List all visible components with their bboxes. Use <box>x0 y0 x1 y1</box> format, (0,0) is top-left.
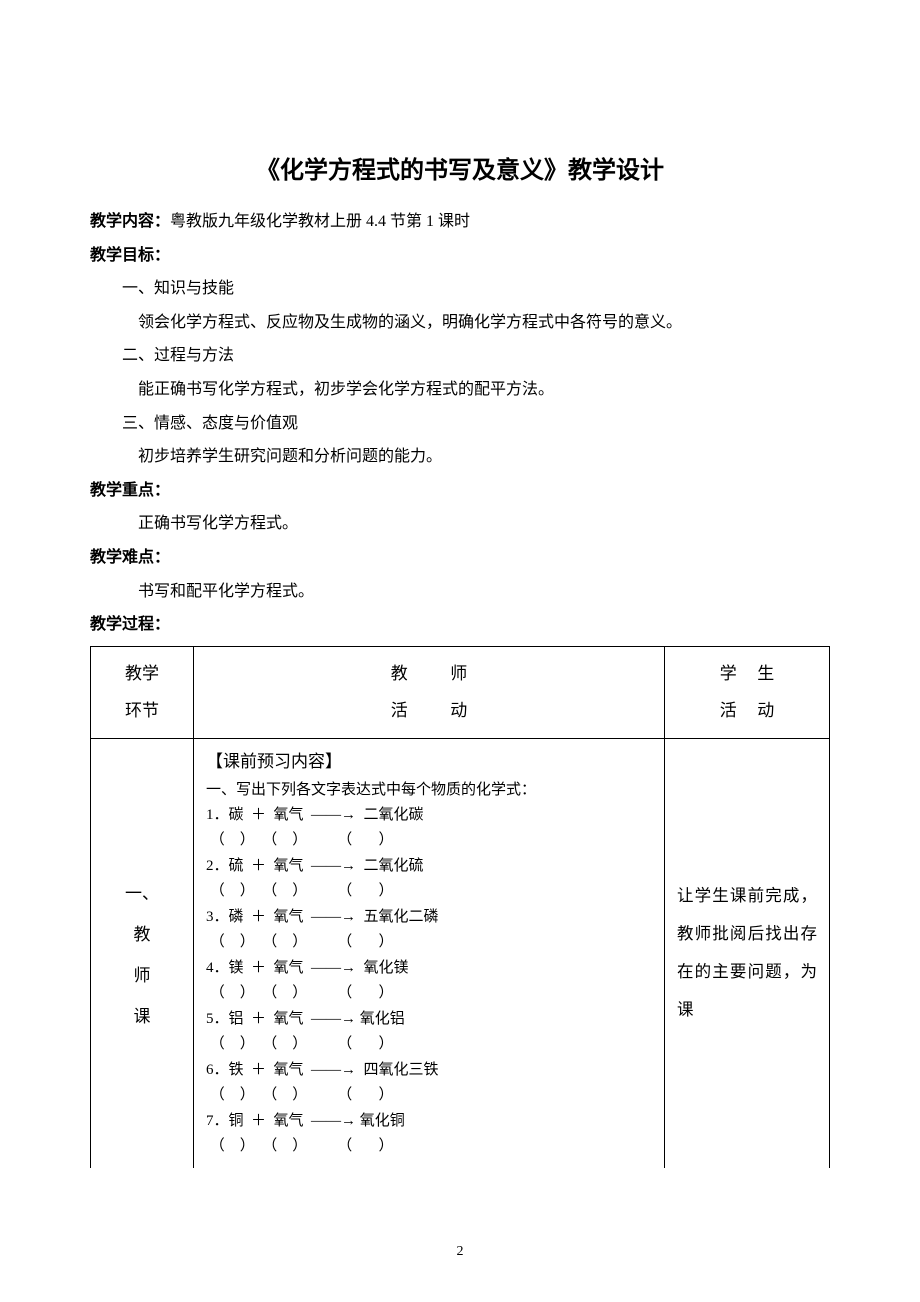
teacher-activity-cell: 【课前预习内容】 一、写出下列各文字表达式中每个物质的化学式： 1．碳 ＋ 氧气… <box>194 738 665 1168</box>
preview-item: 4．镁 ＋ 氧气 ——→ 氧化镁 <box>206 956 652 982</box>
page-number: 2 <box>0 1244 920 1260</box>
difficulty-label: 教学难点： <box>90 541 830 575</box>
preview-item: 2．硫 ＋ 氧气 ——→ 二氧化硫 <box>206 854 652 880</box>
preview-title: 【课前预习内容】 <box>206 747 652 772</box>
preview-item-blanks: （ ） （ ） （ ） <box>206 981 652 1007</box>
content-value: 粤教版九年级化学教材上册 4.4 节第 1 课时 <box>170 213 470 230</box>
header-teacher: 教师 活动 <box>194 646 665 738</box>
goal-3-body: 初步培养学生研究问题和分析问题的能力。 <box>90 440 830 474</box>
content-line: 教学内容：粤教版九年级化学教材上册 4.4 节第 1 课时 <box>90 205 830 239</box>
preview-item-blanks: （ ） （ ） （ ） <box>206 930 652 956</box>
process-label: 教学过程： <box>90 608 830 642</box>
preview-item: 7．铜 ＋ 氧气 ——→ 氧化铜 <box>206 1109 652 1135</box>
header-stage: 教学 环节 <box>91 646 194 738</box>
preview-item: 3．磷 ＋ 氧气 ——→ 五氧化二磷 <box>206 905 652 931</box>
goal-1-heading: 一、知识与技能 <box>90 272 830 306</box>
focus-label: 教学重点： <box>90 474 830 508</box>
preview-subtitle: 一、写出下列各文字表达式中每个物质的化学式： <box>206 778 652 799</box>
focus-body: 正确书写化学方程式。 <box>90 507 830 541</box>
header-student: 学生 活动 <box>665 646 830 738</box>
preview-item-blanks: （ ） （ ） （ ） <box>206 828 652 854</box>
process-table: 教学 环节 教师 活动 学生 活动 一、教师课 【课前预习内容】 一、写出下列各… <box>90 646 830 1168</box>
table-body-row: 一、教师课 【课前预习内容】 一、写出下列各文字表达式中每个物质的化学式： 1．… <box>91 738 830 1168</box>
goal-2-body: 能正确书写化学方程式，初步学会化学方程式的配平方法。 <box>90 373 830 407</box>
preview-item: 1．碳 ＋ 氧气 ——→ 二氧化碳 <box>206 803 652 829</box>
page: 《化学方程式的书写及意义》教学设计 教学内容：粤教版九年级化学教材上册 4.4 … <box>0 0 920 1302</box>
stage-char: 课 <box>134 1002 151 1027</box>
content-label: 教学内容： <box>90 213 170 230</box>
goal-1-body: 领会化学方程式、反应物及生成物的涵义，明确化学方程式中各符号的意义。 <box>90 306 830 340</box>
student-activity-cell: 让学生课前完成，教师批阅后找出存在的主要问题，为课 <box>665 738 830 1168</box>
stage-char: 师 <box>134 961 151 986</box>
preview-item-blanks: （ ） （ ） （ ） <box>206 1032 652 1058</box>
preview-item: 6．铁 ＋ 氧气 ——→ 四氧化三铁 <box>206 1058 652 1084</box>
preview-item-blanks: （ ） （ ） （ ） <box>206 1134 652 1160</box>
goal-label: 教学目标： <box>90 239 830 273</box>
document-title: 《化学方程式的书写及意义》教学设计 <box>90 150 830 185</box>
stage-cell: 一、教师课 <box>91 738 194 1168</box>
stage-char: 一、 <box>125 879 159 904</box>
preview-item-blanks: （ ） （ ） （ ） <box>206 879 652 905</box>
preview-item-blanks: （ ） （ ） （ ） <box>206 1083 652 1109</box>
table-header-row: 教学 环节 教师 活动 学生 活动 <box>91 646 830 738</box>
preview-list: 1．碳 ＋ 氧气 ——→ 二氧化碳 （ ） （ ） （ ）2．硫 ＋ 氧气 ——… <box>206 803 652 1160</box>
preview-item: 5．铝 ＋ 氧气 ——→ 氧化铝 <box>206 1007 652 1033</box>
difficulty-body: 书写和配平化学方程式。 <box>90 575 830 609</box>
goal-2-heading: 二、过程与方法 <box>90 339 830 373</box>
stage-char: 教 <box>134 920 151 945</box>
goal-3-heading: 三、情感、态度与价值观 <box>90 407 830 441</box>
